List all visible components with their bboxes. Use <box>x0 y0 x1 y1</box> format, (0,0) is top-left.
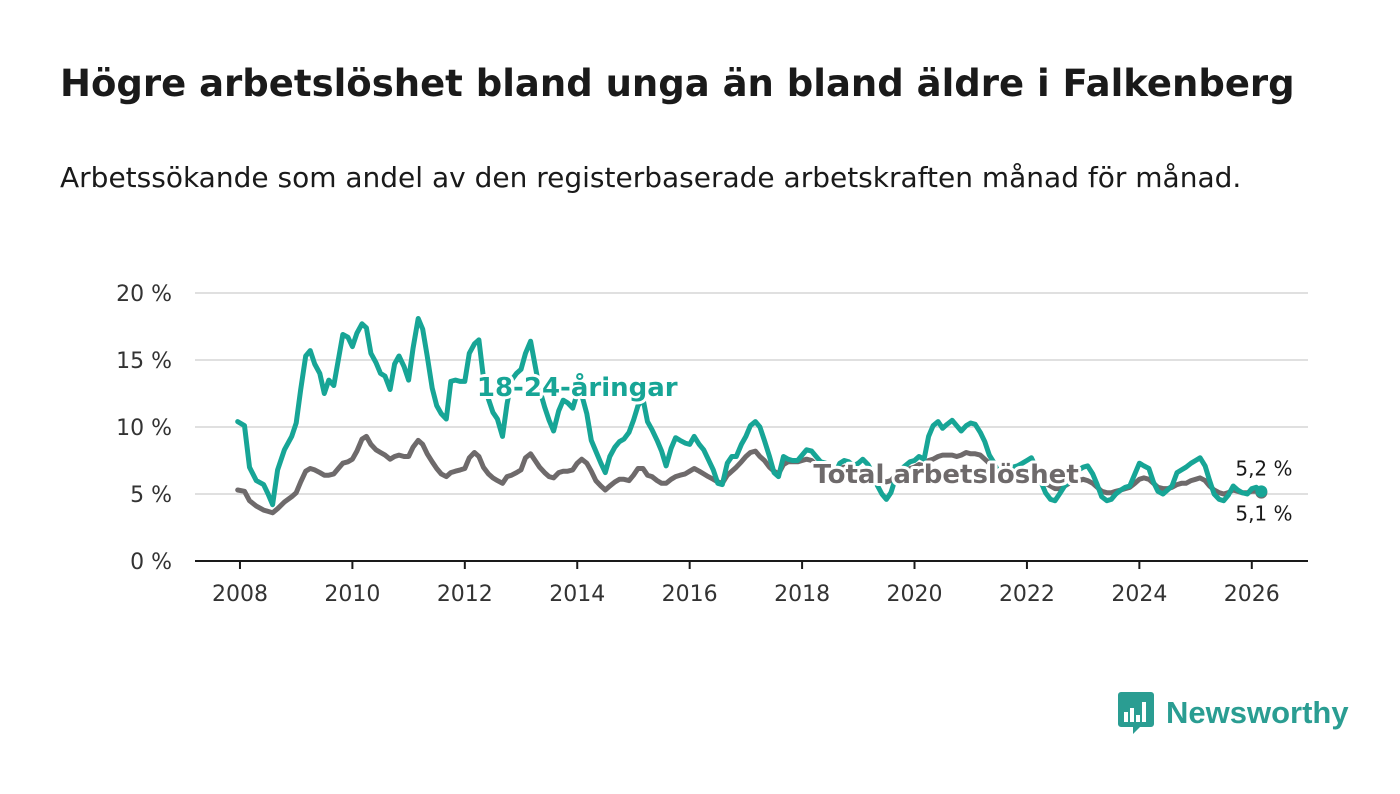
y-tick-label: 15 % <box>116 349 172 374</box>
x-tick-label: 2014 <box>549 582 605 607</box>
series-lines <box>235 316 1268 516</box>
x-tick-label: 2016 <box>662 582 718 607</box>
bar-chart-speech-bubble-icon <box>1118 692 1154 734</box>
labels: 5,2 % 5,1 % 18-24-åringar Total arbetslöshe… <box>474 368 1293 526</box>
x-tick-label: 2012 <box>437 582 493 607</box>
x-tick-label: 2024 <box>1111 582 1167 607</box>
y-tick-label: 0 % <box>130 550 172 575</box>
y-tick-label: 10 % <box>116 416 172 441</box>
axes: 0 % 5 % 10 % 15 % 20 % 2008 2010 2012 2014 2016 20… <box>116 282 1308 607</box>
x-tick-label: 2008 <box>212 582 268 607</box>
brand-logo[interactable]: Newsworthy <box>1118 690 1349 736</box>
end-label-total: 5,1 % <box>1235 502 1292 526</box>
series-label-total: Total arbetslöshet <box>813 460 1078 490</box>
y-tick-label: 5 % <box>130 483 172 508</box>
x-tick-label: 2026 <box>1224 582 1280 607</box>
y-tick-label: 20 % <box>116 282 172 307</box>
series-line-total <box>235 433 1264 516</box>
gridlines <box>195 292 1308 495</box>
series-label-youth: 18-24-åringar <box>477 371 678 403</box>
end-label-youth: 5,2 % <box>1235 456 1292 480</box>
chart-title: Högre arbetslöshet bland unga än bland ä… <box>60 62 1295 105</box>
series-line-youth <box>235 316 1264 508</box>
chart-subtitle: Arbetssökande som andel av den registerb… <box>60 161 1242 194</box>
brand-name: Newsworthy <box>1166 695 1349 730</box>
x-tick-label: 2010 <box>324 582 380 607</box>
series-end-dot <box>1255 485 1268 498</box>
x-tick-label: 2018 <box>774 582 830 607</box>
x-tick-label: 2022 <box>999 582 1055 607</box>
x-tick-label: 2020 <box>887 582 943 607</box>
